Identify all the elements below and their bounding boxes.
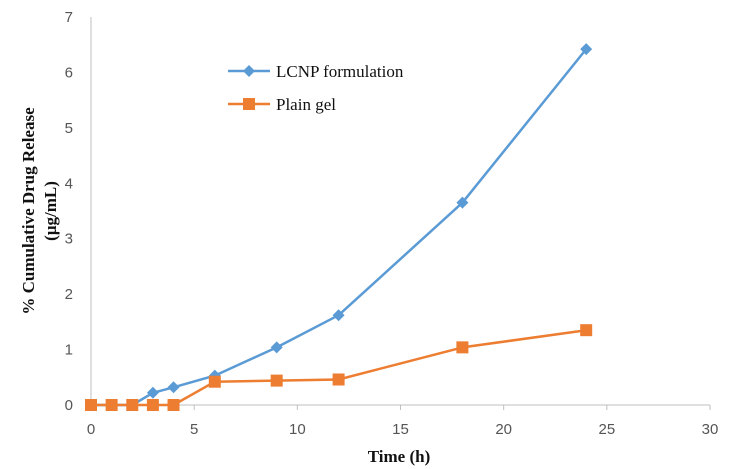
series-lcnp-formulation bbox=[85, 43, 593, 411]
legend: LCNP formulation Plain gel bbox=[228, 62, 404, 114]
x-tick-label: 25 bbox=[598, 421, 615, 438]
legend-label-lcnp: LCNP formulation bbox=[276, 62, 404, 81]
y-axis-title: % Cumulative Drug Release bbox=[19, 107, 38, 315]
data-point-marker bbox=[208, 375, 221, 388]
series-plain-gel bbox=[85, 324, 593, 411]
y-axis-title-units: (µg/mL) bbox=[41, 181, 60, 241]
data-point-marker bbox=[332, 309, 345, 322]
x-tick-label: 0 bbox=[87, 421, 95, 438]
data-point-marker bbox=[167, 399, 180, 411]
x-axis-title: Time (h) bbox=[368, 447, 431, 466]
tick-labels: 0 5 10 15 20 25 30 0 1 2 3 4 5 6 7 bbox=[65, 9, 719, 438]
series-group bbox=[85, 43, 593, 411]
y-tick-label: 5 bbox=[65, 120, 73, 137]
data-point-marker bbox=[146, 399, 159, 411]
legend-label-plain-gel: Plain gel bbox=[276, 95, 336, 114]
x-tick-label: 20 bbox=[495, 421, 512, 438]
legend-marker-lcnp bbox=[243, 65, 255, 77]
data-point-marker bbox=[580, 324, 593, 337]
data-point-marker bbox=[580, 43, 593, 56]
y-tick-label: 7 bbox=[65, 9, 73, 26]
y-tick-label: 2 bbox=[65, 286, 73, 303]
x-tick-label: 15 bbox=[392, 421, 409, 438]
y-tick-label: 3 bbox=[65, 231, 73, 248]
x-tick-label: 5 bbox=[190, 421, 198, 438]
data-point-marker bbox=[270, 341, 283, 354]
data-point-marker bbox=[85, 399, 97, 411]
data-point-marker bbox=[105, 399, 118, 411]
data-point-marker bbox=[332, 373, 345, 386]
data-point-marker bbox=[456, 196, 469, 209]
data-point-marker bbox=[146, 386, 159, 399]
legend-marker-plain-gel bbox=[243, 98, 255, 110]
legend-item-lcnp: LCNP formulation bbox=[228, 62, 404, 81]
data-point-marker bbox=[270, 374, 283, 387]
data-point-marker bbox=[126, 399, 139, 411]
data-point-marker bbox=[167, 381, 180, 394]
y-tick-label: 0 bbox=[65, 397, 73, 414]
x-tick-label: 30 bbox=[702, 421, 719, 438]
y-tick-label: 1 bbox=[65, 342, 73, 359]
y-tick-label: 6 bbox=[65, 64, 73, 81]
y-tick-label: 4 bbox=[65, 175, 73, 192]
legend-item-plain-gel: Plain gel bbox=[228, 95, 336, 114]
series-line bbox=[91, 48, 588, 407]
data-point-marker bbox=[456, 341, 469, 354]
x-tick-label: 10 bbox=[289, 421, 306, 438]
series-line bbox=[91, 328, 587, 407]
